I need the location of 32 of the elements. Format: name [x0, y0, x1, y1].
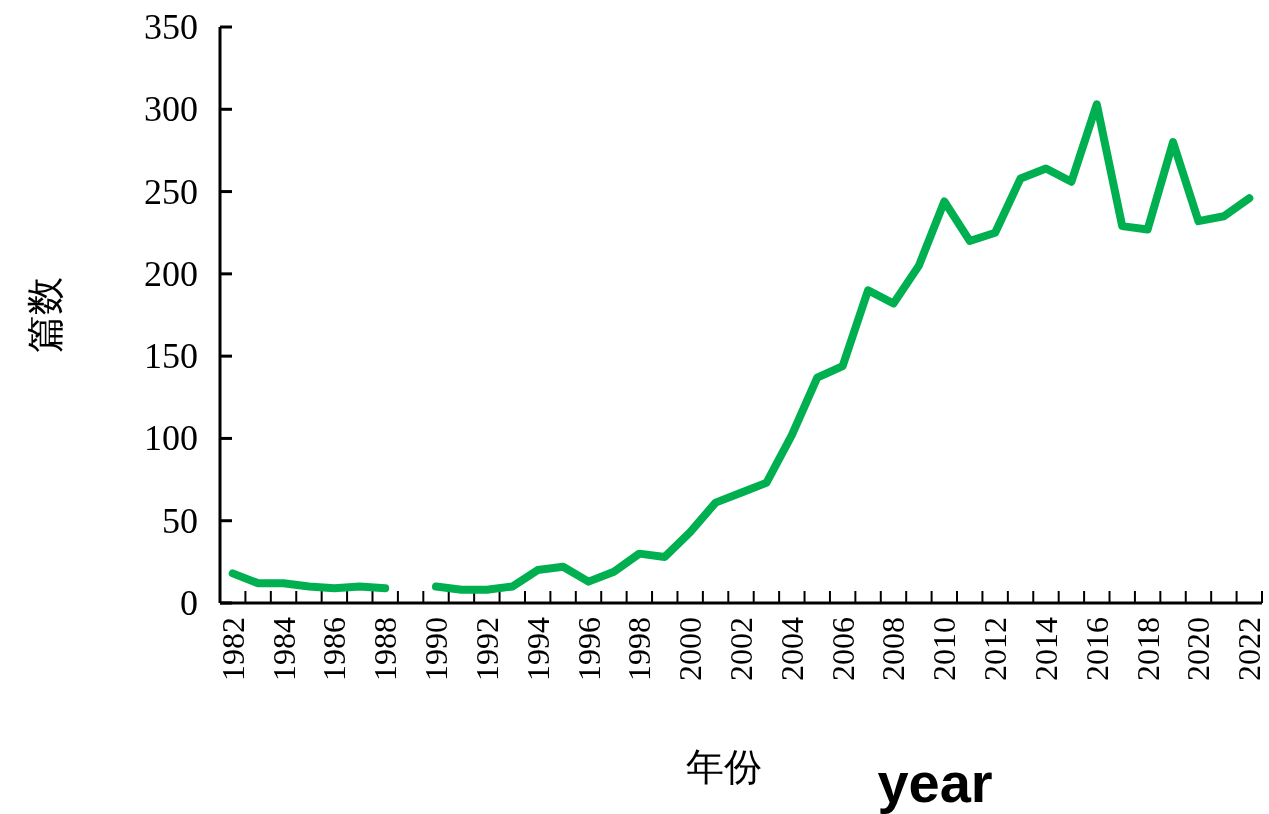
x-tick-label: 1990 — [418, 617, 455, 681]
x-tick-label: 1992 — [468, 617, 505, 681]
y-axis-title: 篇数 — [24, 277, 66, 353]
x-tick-label: 2010 — [926, 617, 963, 681]
x-tick-label: 2018 — [1129, 617, 1166, 681]
text: year — [877, 751, 993, 814]
x-tick-label: 1996 — [570, 617, 607, 681]
x-tick-label: 2000 — [672, 617, 709, 681]
x-tick-label: 2014 — [1027, 617, 1064, 681]
x-tick-label: 1984 — [265, 617, 302, 681]
x-tick-label: 1998 — [621, 617, 658, 681]
x-axis-title: 年份 — [686, 746, 762, 788]
y-tick-label: 0 — [180, 583, 198, 623]
y-tick-label: 150 — [144, 336, 198, 377]
x-tick-label: 1986 — [316, 617, 353, 681]
y-tick-label: 200 — [144, 253, 198, 294]
y-tick-label: 300 — [144, 89, 198, 130]
x-tick-label: 2008 — [875, 617, 912, 681]
y-tick-label: 50 — [162, 500, 198, 541]
x-tick-label: 2004 — [773, 617, 810, 681]
x-tick-label: 1988 — [367, 617, 404, 681]
x-tick-label: 2002 — [723, 617, 759, 681]
x-tick-label: 2006 — [824, 617, 861, 681]
y-tick-label: 100 — [144, 418, 198, 459]
x-tick-label: 1994 — [519, 617, 556, 681]
x-tick-label: 2020 — [1180, 617, 1217, 681]
x-tick-label: 2016 — [1078, 617, 1115, 681]
y-tick-label: 250 — [144, 171, 198, 212]
x-tick-label: 2022 — [1231, 617, 1268, 681]
x-tick-label: 1982 — [214, 617, 251, 681]
x-tick-label: 2012 — [977, 617, 1014, 681]
y-tick-label: 350 — [144, 7, 198, 47]
